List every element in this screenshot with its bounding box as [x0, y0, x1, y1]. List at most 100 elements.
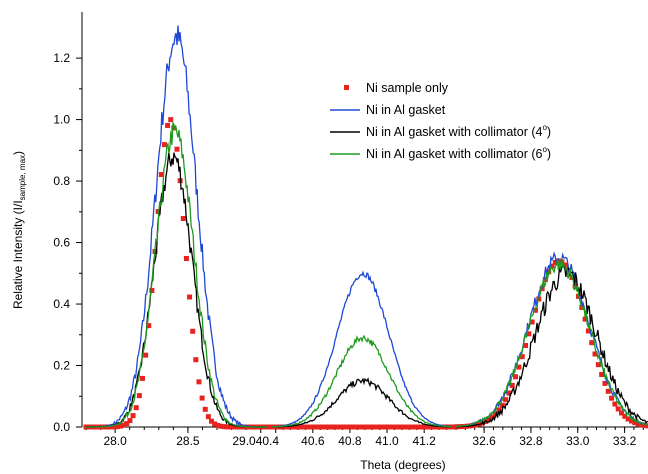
marker-point: [371, 424, 377, 430]
x-tick-label: 40.6: [301, 434, 325, 448]
marker-point: [212, 421, 218, 427]
marker-point: [234, 424, 240, 430]
marker-point: [300, 424, 306, 430]
marker-point: [509, 382, 515, 388]
marker-point: [149, 287, 155, 293]
legend-label: Ni sample only: [366, 81, 449, 95]
y-tick-label: 1.0: [53, 113, 70, 127]
marker-point: [205, 414, 211, 420]
marker-point: [183, 255, 189, 261]
y-tick-label: 0.0: [53, 420, 70, 434]
marker-point: [506, 390, 512, 396]
legend-label-text: Ni in Al gasket with collimator (6: [366, 147, 543, 161]
marker-point: [337, 424, 343, 430]
marker-point: [325, 424, 331, 430]
marker-point: [645, 423, 648, 429]
marker-point: [519, 354, 525, 360]
marker-point: [513, 374, 519, 380]
marker-point: [199, 395, 205, 401]
marker-point: [632, 420, 638, 426]
marker-point: [215, 422, 221, 428]
marker-point: [334, 424, 340, 430]
marker-point: [612, 401, 618, 407]
marker-point: [585, 328, 591, 334]
marker-point: [143, 352, 149, 358]
x-axis-title: Theta (degrees): [360, 458, 445, 472]
marker-point: [609, 395, 615, 401]
x-tick-label: 32.6: [472, 434, 496, 448]
marker-point: [130, 413, 136, 419]
y-axis-title-subscript: sample, max: [18, 155, 27, 200]
marker-point: [427, 424, 433, 430]
marker-point: [294, 424, 300, 430]
marker-point: [221, 424, 227, 430]
marker-point: [136, 393, 142, 399]
y-axis: 0.0 0.2 0.4 0.6 0.8 1.0 1.2: [53, 12, 83, 434]
marker-point: [642, 422, 648, 428]
y-tick-label: 0.2: [53, 359, 70, 373]
marker-point: [209, 418, 215, 424]
marker-point: [619, 410, 625, 416]
marker-point: [190, 328, 196, 334]
marker-point: [158, 172, 164, 178]
y-tick-label: 0.6: [53, 236, 70, 250]
marker-point: [127, 418, 133, 424]
x-tick-label: 40.8: [338, 434, 362, 448]
series-line: [272, 377, 452, 428]
marker-point: [368, 424, 374, 430]
marker-point: [288, 424, 294, 430]
marker-point: [622, 413, 628, 419]
y-axis-title-main: Relative Intensity (I/I: [11, 200, 25, 309]
legend-label: Ni in Al gasket with collimator (4o): [366, 123, 551, 139]
marker-point: [193, 357, 199, 363]
legend-label-text: Ni in Al gasket: [366, 103, 446, 117]
marker-point: [224, 424, 230, 430]
marker-point: [381, 424, 387, 430]
marker-point: [180, 215, 186, 221]
marker-point: [406, 424, 412, 430]
marker-point: [384, 424, 390, 430]
marker-point: [187, 294, 193, 300]
marker-point: [227, 424, 233, 430]
panels-layer: 28.0 28.5 29.040.4 40.6 40.8 41.0 41.2 32.6 32.8…: [83, 25, 648, 448]
legend-swatch-marker: [344, 85, 349, 90]
marker-point: [316, 424, 322, 430]
legend-label-close: ): [547, 147, 551, 161]
marker-point: [433, 424, 439, 430]
marker-point: [168, 117, 174, 123]
legend-label-close: ): [547, 125, 551, 139]
series-line: [86, 120, 268, 428]
marker-point: [359, 424, 365, 430]
x-tick-label: 28.5: [176, 434, 200, 448]
x-tick-label: 29.040.4: [232, 434, 279, 448]
marker-point: [297, 424, 303, 430]
marker-point: [582, 316, 588, 322]
marker-point: [589, 340, 595, 346]
x-tick-label: 33.2: [613, 434, 637, 448]
marker-point: [196, 379, 202, 385]
marker-point: [418, 424, 424, 430]
marker-point: [306, 424, 312, 430]
marker-point: [139, 375, 145, 381]
marker-point: [375, 424, 381, 430]
marker-point: [523, 342, 529, 348]
x-tick-label: 41.2: [412, 434, 436, 448]
marker-point: [529, 319, 535, 325]
marker-point: [230, 424, 236, 430]
series-line: [455, 264, 648, 428]
marker-point: [602, 380, 608, 386]
marker-point: [486, 416, 492, 422]
marker-point: [499, 402, 505, 408]
x-tick-label: 32.8: [519, 434, 543, 448]
y-axis-title-close: ): [11, 151, 25, 155]
marker-point: [605, 388, 611, 394]
marker-point: [628, 418, 634, 424]
marker-point: [319, 424, 325, 430]
marker-point: [356, 424, 362, 430]
series-line: [272, 334, 453, 428]
x-tick-label: 28.0: [103, 434, 127, 448]
series-line: [455, 258, 648, 428]
marker-point: [430, 424, 436, 430]
